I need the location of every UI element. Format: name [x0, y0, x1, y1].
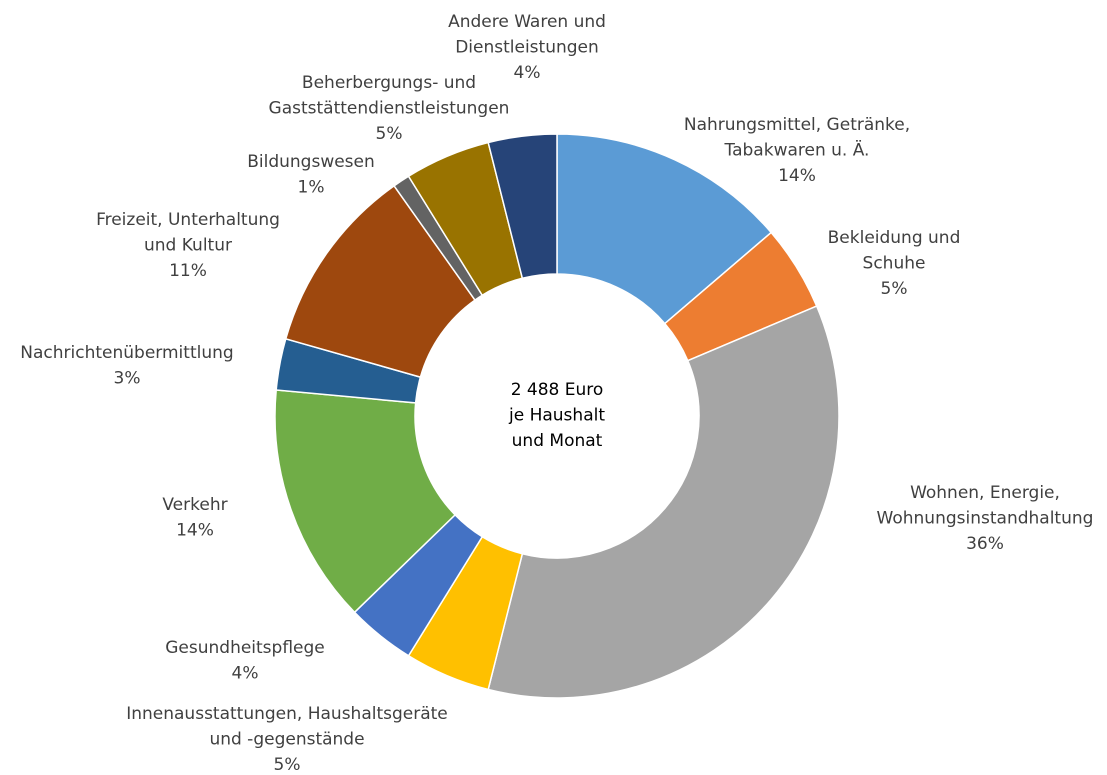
donut-slice	[487, 305, 840, 699]
slice-label: Andere Waren und Dienstleistungen	[448, 12, 606, 58]
value-label: 5%	[376, 124, 403, 144]
slice-label: Verkehr	[162, 495, 227, 515]
slice-label: Gesundheitspflege	[165, 638, 325, 658]
donut-slice	[487, 133, 558, 280]
donut-slice	[274, 389, 457, 614]
slice-label: Nahrungsmittel, Getränke, Tabakwaren u. Ä…	[684, 115, 910, 161]
donut-slice	[556, 133, 773, 325]
value-label: 1%	[298, 178, 325, 198]
slice-label: Bildungswesen	[247, 152, 375, 172]
value-label: 11%	[169, 261, 207, 281]
center-annotation: 2 488 Euro je Haushalt und Monat	[508, 380, 605, 451]
slice-label: Freizeit, Unterhaltung und Kultur	[96, 210, 280, 256]
value-label: 36%	[966, 534, 1004, 554]
slice-label: Nachrichtenübermittlung	[20, 343, 233, 363]
value-label: 4%	[514, 63, 541, 83]
value-label: 5%	[881, 279, 908, 299]
value-label: 3%	[114, 369, 141, 389]
slice-label: Wohnen, Energie, Wohnungsinstandhaltung	[877, 483, 1094, 529]
slice-label: Beherbergungs- und Gaststättendienstleist…	[269, 73, 510, 119]
value-label: 14%	[176, 521, 214, 541]
slice-label: Bekleidung und Schuhe	[828, 228, 961, 274]
slice-label: Innenausstattungen, Haushaltsgeräte und -…	[126, 704, 448, 750]
value-label: 5%	[274, 755, 301, 771]
value-label: 14%	[778, 166, 816, 186]
value-label: 4%	[232, 664, 259, 684]
